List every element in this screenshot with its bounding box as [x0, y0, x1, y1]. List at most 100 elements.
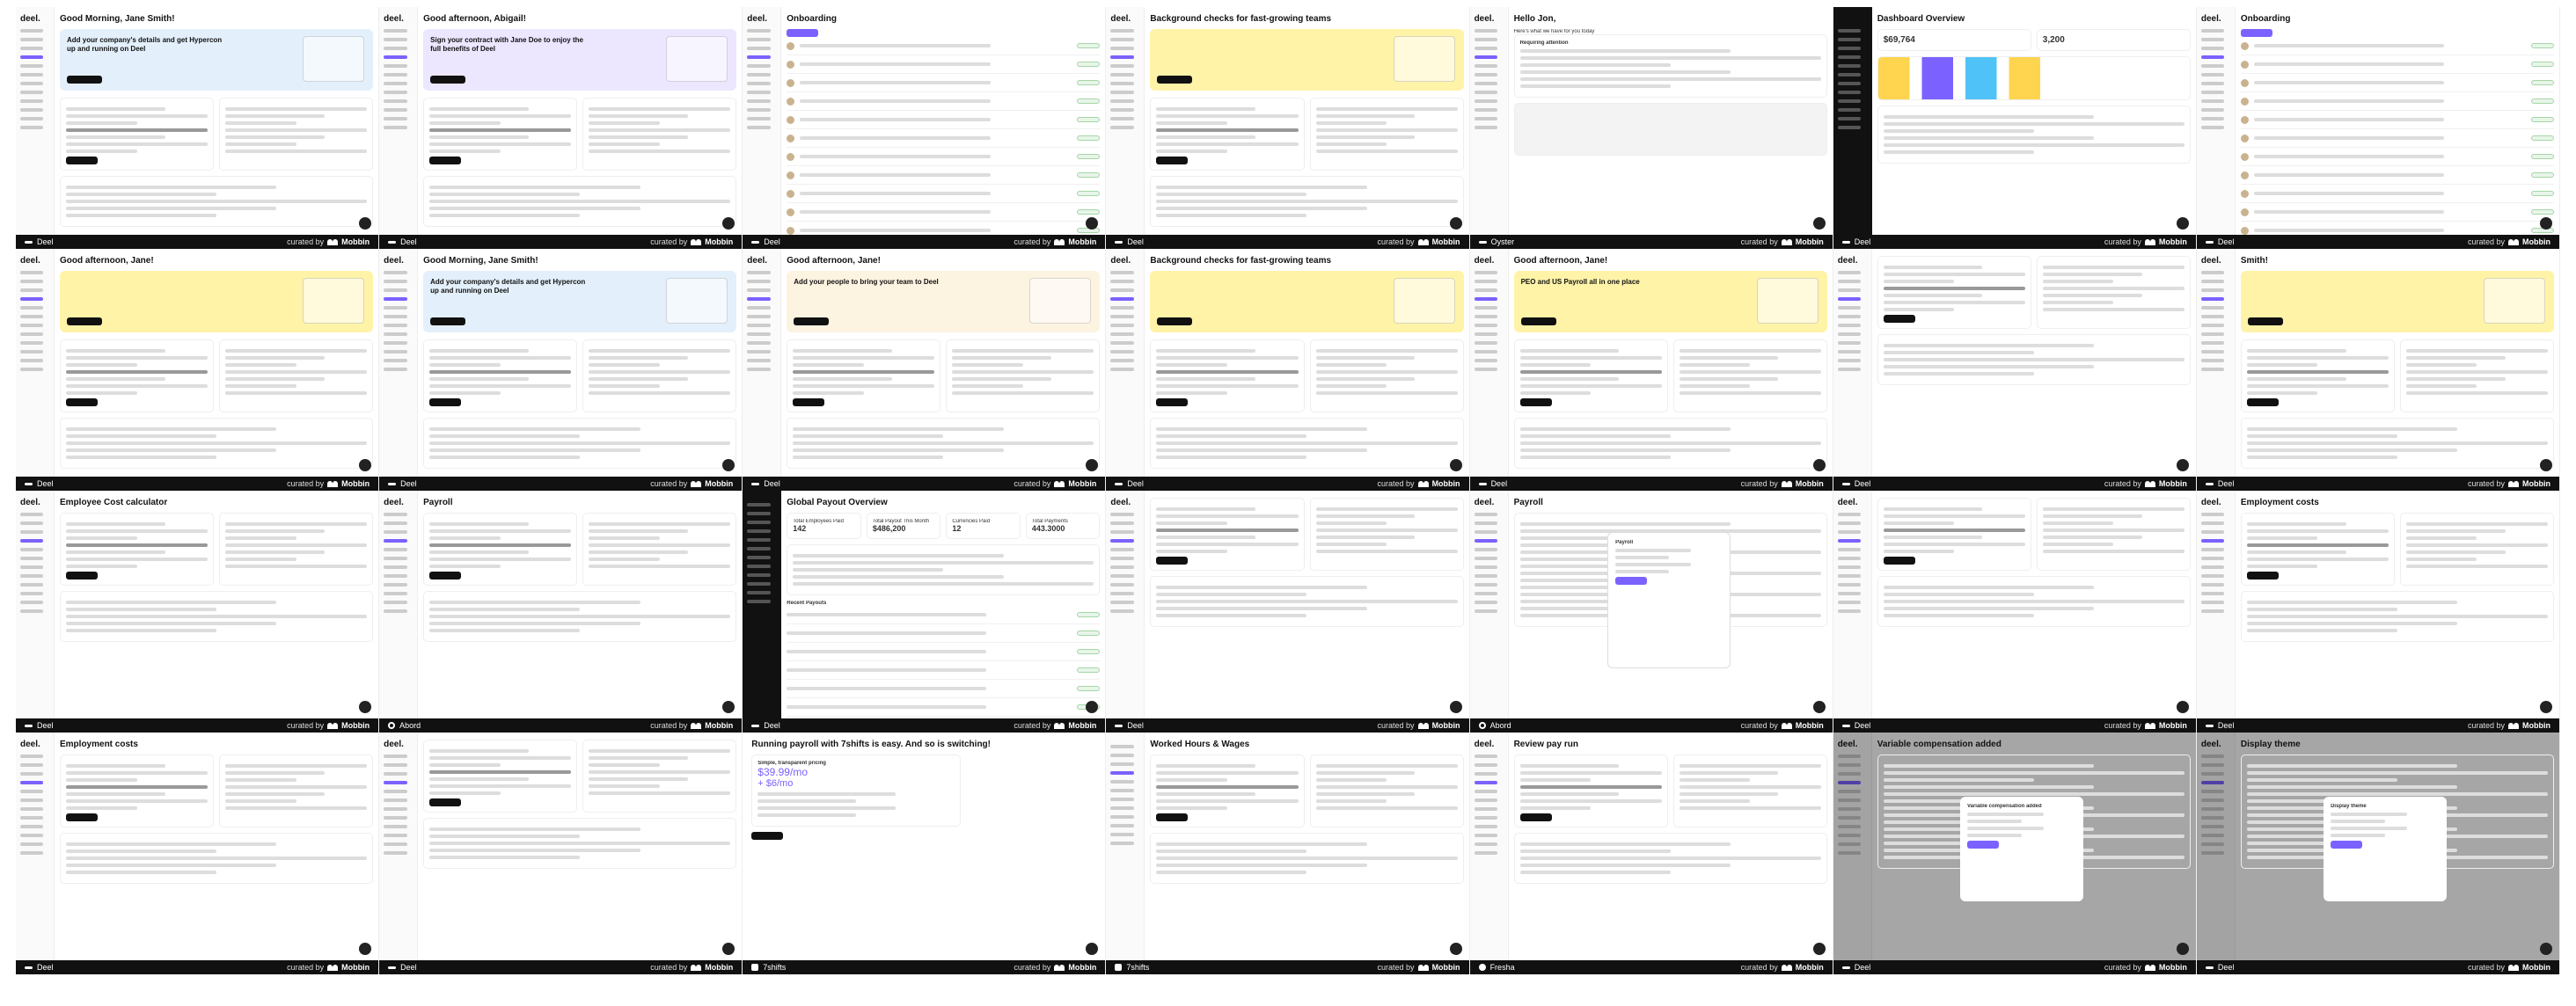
- filter-button[interactable]: [787, 29, 819, 37]
- sidebar-nav-item[interactable]: [1110, 565, 1134, 569]
- sidebar-nav-item[interactable]: [384, 772, 407, 776]
- table-row[interactable]: [787, 37, 1101, 55]
- sidebar-nav-item[interactable]: [2200, 117, 2225, 120]
- chat-launcher-icon[interactable]: [2539, 701, 2552, 713]
- sidebar-nav-item[interactable]: [2200, 754, 2225, 758]
- sidebar-nav-item[interactable]: [747, 521, 771, 524]
- sidebar-nav-item[interactable]: [2200, 297, 2225, 301]
- sidebar-nav-item[interactable]: [1474, 73, 1497, 77]
- sidebar-nav-item[interactable]: [1110, 609, 1134, 613]
- sidebar-nav-item[interactable]: [1110, 762, 1134, 766]
- table-row[interactable]: [2240, 129, 2554, 148]
- sidebar-nav-item[interactable]: [1474, 754, 1497, 758]
- sidebar-nav-item[interactable]: [1474, 816, 1497, 820]
- sidebar-nav-item[interactable]: [1837, 834, 1862, 837]
- sidebar-nav-item[interactable]: [1110, 38, 1134, 41]
- sidebar-nav-item[interactable]: [20, 29, 44, 33]
- sidebar-nav-item[interactable]: [1474, 548, 1497, 551]
- sidebar-nav-item[interactable]: [384, 108, 407, 112]
- sidebar-nav-item[interactable]: [1837, 842, 1862, 846]
- sidebar-nav-item[interactable]: [1110, 297, 1134, 301]
- sidebar-nav-item[interactable]: [1837, 592, 1862, 595]
- sidebar-nav-item[interactable]: [1474, 825, 1497, 828]
- sidebar-nav-item[interactable]: [2200, 359, 2225, 362]
- sidebar-nav-item[interactable]: [2200, 350, 2225, 354]
- chat-launcher-icon[interactable]: [2176, 459, 2189, 471]
- sidebar-nav-item[interactable]: [20, 583, 44, 587]
- sidebar-nav-item[interactable]: [20, 82, 44, 85]
- sidebar-nav-item[interactable]: [1837, 781, 1862, 784]
- screenshot-tile[interactable]: deel. Deel curated by Mobbin: [1833, 491, 2197, 733]
- action-button[interactable]: [1156, 157, 1189, 164]
- sidebar-nav-item[interactable]: [20, 851, 44, 855]
- sidebar-nav-item[interactable]: [1837, 55, 1862, 59]
- sidebar-nav-item[interactable]: [747, 368, 771, 371]
- sidebar-nav-item[interactable]: [20, 834, 44, 837]
- sidebar-nav-item[interactable]: [1110, 341, 1134, 345]
- sidebar-nav-item[interactable]: [1474, 29, 1497, 33]
- table-row[interactable]: [787, 680, 1101, 698]
- sidebar-nav-item[interactable]: [2200, 601, 2225, 604]
- sidebar-nav-item[interactable]: [20, 539, 44, 543]
- sidebar-nav-item[interactable]: [747, 529, 771, 533]
- sidebar-nav-item[interactable]: [20, 117, 44, 120]
- dialog-confirm-button[interactable]: [1615, 576, 1648, 585]
- sidebar-nav-item[interactable]: [1837, 341, 1862, 345]
- sidebar-nav-item[interactable]: [1837, 73, 1862, 77]
- chat-launcher-icon[interactable]: [722, 217, 735, 230]
- action-button[interactable]: [1519, 398, 1552, 406]
- sidebar-nav-item[interactable]: [1110, 73, 1134, 77]
- sidebar-nav-item[interactable]: [1837, 513, 1862, 516]
- sidebar-nav-item[interactable]: [20, 64, 44, 68]
- table-row[interactable]: [2240, 185, 2554, 203]
- sidebar-nav-item[interactable]: [747, 582, 771, 586]
- chat-launcher-icon[interactable]: [1449, 701, 1462, 713]
- sidebar-nav-item[interactable]: [747, 297, 771, 301]
- sidebar-nav-item[interactable]: [2200, 306, 2225, 310]
- sidebar-nav-item[interactable]: [20, 842, 44, 846]
- sidebar-nav-item[interactable]: [1837, 108, 1862, 112]
- sidebar-nav-item[interactable]: [1110, 47, 1134, 50]
- sidebar-nav-item[interactable]: [1110, 306, 1134, 310]
- sidebar-nav-item[interactable]: [1474, 807, 1497, 811]
- sidebar-nav-item[interactable]: [1110, 833, 1134, 836]
- screenshot-tile[interactable]: Worked Hours & Wages 7shifts curated by Mob…: [1106, 733, 1470, 974]
- chat-launcher-icon[interactable]: [359, 943, 372, 955]
- sidebar-nav-item[interactable]: [1837, 82, 1862, 85]
- screenshot-tile[interactable]: Running payroll with 7shifts is easy. An…: [743, 733, 1107, 974]
- sidebar-nav-item[interactable]: [2200, 790, 2225, 793]
- screenshot-tile[interactable]: deel. Payroll Abord curated by Mobbin: [379, 491, 743, 733]
- sidebar-nav-item[interactable]: [2200, 548, 2225, 551]
- chat-launcher-icon[interactable]: [1086, 943, 1099, 955]
- sidebar-nav-item[interactable]: [747, 350, 771, 354]
- sidebar-nav-item[interactable]: [1474, 126, 1497, 129]
- chat-launcher-icon[interactable]: [722, 943, 735, 955]
- action-button[interactable]: [429, 572, 462, 580]
- table-row[interactable]: [787, 74, 1101, 92]
- sidebar-nav-item[interactable]: [384, 842, 407, 846]
- sidebar-nav-item[interactable]: [747, 99, 771, 103]
- sidebar-nav-item[interactable]: [1474, 288, 1497, 292]
- sidebar-nav-item[interactable]: [20, 763, 44, 767]
- sidebar-nav-item[interactable]: [1837, 332, 1862, 336]
- chat-launcher-icon[interactable]: [1086, 459, 1099, 471]
- sidebar-nav-item[interactable]: [1837, 772, 1862, 776]
- sidebar-nav-item[interactable]: [384, 781, 407, 784]
- sidebar-nav-item[interactable]: [747, 341, 771, 345]
- sidebar-nav-item[interactable]: [1837, 521, 1862, 525]
- sidebar-nav-item[interactable]: [384, 47, 407, 50]
- sidebar-nav-item[interactable]: [1474, 108, 1497, 112]
- chat-launcher-icon[interactable]: [2539, 459, 2552, 471]
- sidebar-nav-item[interactable]: [2200, 82, 2225, 85]
- sidebar-nav-item[interactable]: [1474, 55, 1497, 59]
- sidebar-nav-item[interactable]: [2200, 324, 2225, 327]
- action-button[interactable]: [2246, 572, 2279, 580]
- sidebar-nav-item[interactable]: [1837, 816, 1862, 820]
- sidebar-nav-item[interactable]: [20, 816, 44, 820]
- sidebar-nav-item[interactable]: [1474, 324, 1497, 327]
- screenshot-tile[interactable]: deel. Employment costs Deel curated by Mobbi…: [2196, 491, 2560, 733]
- sidebar-nav-item[interactable]: [384, 315, 407, 318]
- chat-launcher-icon[interactable]: [722, 701, 735, 713]
- sidebar-nav-item[interactable]: [1474, 306, 1497, 310]
- sidebar-nav-item[interactable]: [747, 38, 771, 41]
